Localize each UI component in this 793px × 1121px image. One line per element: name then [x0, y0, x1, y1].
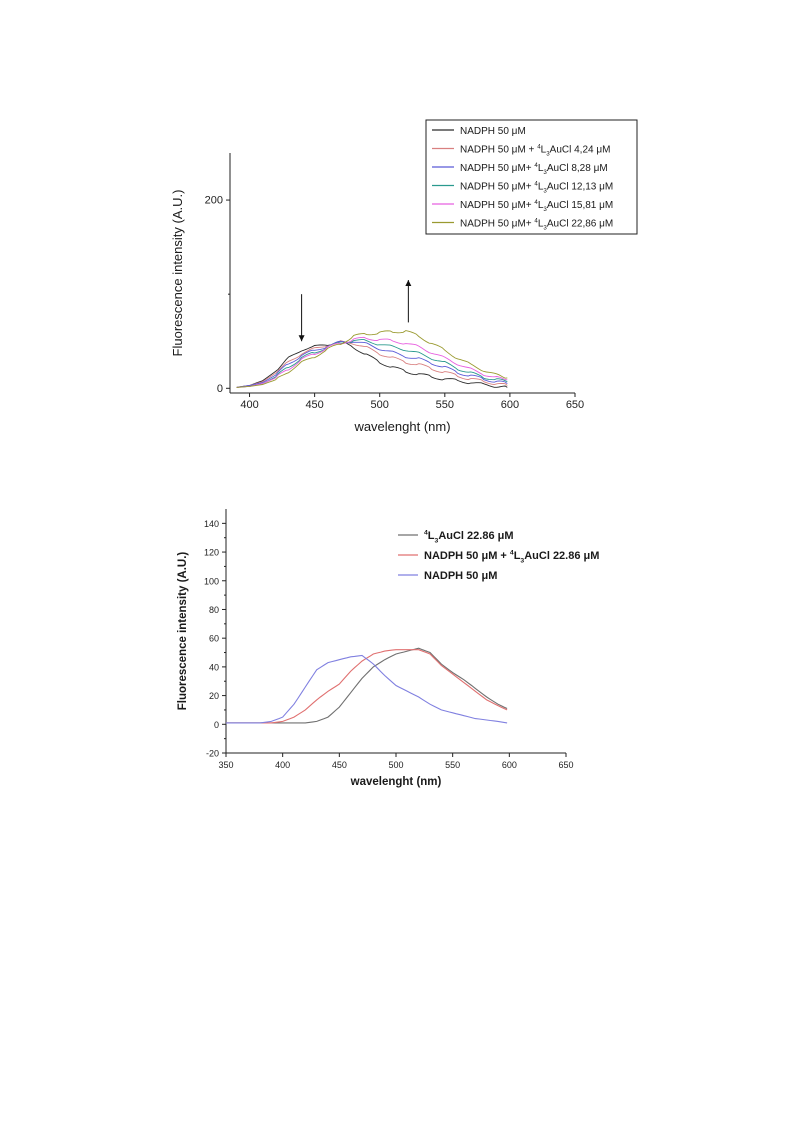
x-tick-label: 350 [218, 760, 233, 770]
x-tick-label: 600 [501, 399, 519, 411]
arrow-head [405, 280, 412, 287]
legend-box [425, 119, 638, 235]
y-tick-label: 60 [209, 634, 219, 644]
series-line [226, 649, 508, 724]
x-tick-label: 600 [502, 760, 517, 770]
y-tick-label: 140 [204, 519, 219, 529]
legend-entry: NADPH 50 μM+ 4L3AuCl 8,28 μM [460, 162, 608, 176]
y-tick-label: 20 [209, 691, 219, 701]
x-tick-label: 650 [566, 399, 584, 411]
chart-1: 400 450 500 550 600 650 0 200 wavelenght (nm) Flu… [170, 119, 638, 434]
legend-entry: NADPH 50 μM [460, 126, 526, 137]
x-tick-label: 550 [436, 399, 454, 411]
x-axis-label: wavelenght (nm) [350, 776, 442, 788]
y-tick-label: 40 [209, 662, 219, 672]
x-tick-label: 450 [305, 399, 323, 411]
series-line [236, 340, 508, 388]
x-tick-label: 550 [445, 760, 460, 770]
y-axis-label: Fluorescence intensity (A.U.) [170, 190, 185, 357]
x-tick-label: 450 [332, 760, 347, 770]
legend-entry: NADPH 50 μM + 4L3AuCl 22.86 μM [424, 550, 599, 565]
y-tick-label: 120 [204, 548, 219, 558]
x-tick-label: 650 [558, 760, 573, 770]
y-tick-label: 0 [214, 720, 219, 730]
legend-entry: NADPH 50 μM [424, 570, 497, 582]
y-axis-label: Fluorescence intensity (A.U.) [177, 552, 189, 711]
y-tick-label: 80 [209, 605, 219, 615]
series-line [236, 339, 508, 388]
arrow-head [298, 335, 305, 342]
y-tick-label: -20 [206, 749, 219, 759]
x-tick-label: 500 [388, 760, 403, 770]
legend-entry: NADPH 50 μM+ 4L3AuCl 22,86 μM [460, 218, 613, 232]
series-line [226, 654, 508, 724]
y-tick-label: 0 [217, 383, 223, 395]
legend-entry: NADPH 50 μM + 4L3AuCl 4,24 μM [460, 144, 610, 158]
y-tick-label: 100 [204, 576, 219, 586]
x-tick-label: 500 [371, 399, 389, 411]
series-line [236, 340, 508, 388]
series-line [236, 336, 508, 388]
y-tick-label: 200 [205, 195, 223, 207]
series-line [236, 340, 508, 388]
chart-2: 350 400 450 500 550 600 650 -20 0 20 40 60 80 100 120 1… [177, 509, 599, 788]
x-tick-label: 400 [240, 399, 258, 411]
x-axis-label: wavelenght (nm) [353, 419, 450, 434]
series-line [236, 330, 508, 388]
legend-entry: NADPH 50 μM+ 4L3AuCl 15,81 μM [460, 199, 613, 213]
legend-entry: NADPH 50 μM+ 4L3AuCl 12,13 μM [460, 181, 613, 195]
legend-entry: 4L3AuCl 22.86 μM [424, 530, 514, 545]
x-tick-label: 400 [275, 760, 290, 770]
